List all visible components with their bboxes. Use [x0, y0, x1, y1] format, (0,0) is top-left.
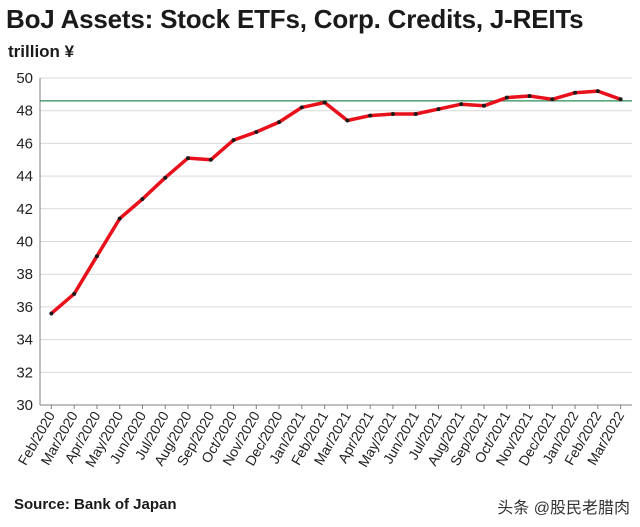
data-point: [436, 107, 441, 112]
y-tick-label: 44: [16, 168, 33, 185]
data-point: [504, 95, 509, 100]
data-point: [595, 89, 600, 94]
data-point: [140, 196, 145, 201]
y-tick-label: 48: [16, 103, 33, 120]
data-point: [49, 311, 54, 316]
data-point: [573, 90, 578, 95]
data-point: [345, 118, 350, 123]
data-point: [186, 156, 190, 161]
data-point: [277, 120, 282, 125]
data-point: [390, 111, 395, 116]
source-note: Source: Bank of Japan: [14, 496, 177, 513]
axes: [39, 78, 632, 409]
data-point: [482, 103, 486, 108]
y-tick-label: 50: [16, 70, 33, 87]
y-tick-label: 38: [16, 266, 33, 283]
series-group: [49, 89, 623, 316]
data-point: [618, 97, 623, 102]
x-tick-labels: Feb/2020Mar/2020Apr/2020May/2020Jun/2020…: [15, 408, 628, 469]
data-point: [413, 111, 418, 116]
data-point: [72, 291, 77, 296]
data-point: [231, 138, 236, 143]
watermark: 头条 @股民老腊肉: [497, 500, 630, 517]
y-tick-label: 34: [16, 332, 33, 349]
y-tick-labels: 30 32 34 36 38 40 42 44 46 48 50: [16, 70, 33, 414]
y-tick-label: 36: [16, 299, 33, 316]
data-point: [459, 102, 464, 107]
y-tick-label: 46: [16, 135, 33, 152]
data-point: [527, 93, 532, 98]
y-tick-label: 42: [16, 201, 33, 218]
y-tick-label: 40: [16, 234, 33, 251]
series-line: [49, 89, 623, 316]
data-point: [163, 175, 168, 180]
data-point: [322, 100, 327, 105]
data-point: [368, 113, 373, 118]
data-point: [550, 97, 555, 102]
y-tick-label: 30: [16, 397, 33, 414]
data-point: [299, 105, 304, 110]
data-point: [208, 157, 213, 162]
y-axis-unit-label: trillion ¥: [8, 42, 75, 61]
data-point: [254, 129, 259, 134]
y-tick-label: 32: [16, 364, 33, 381]
data-point: [117, 216, 122, 221]
chart-title: BoJ Assets: Stock ETFs, Corp. Credits, J…: [6, 4, 584, 34]
data-point: [94, 254, 99, 259]
gridlines: [40, 77, 632, 406]
